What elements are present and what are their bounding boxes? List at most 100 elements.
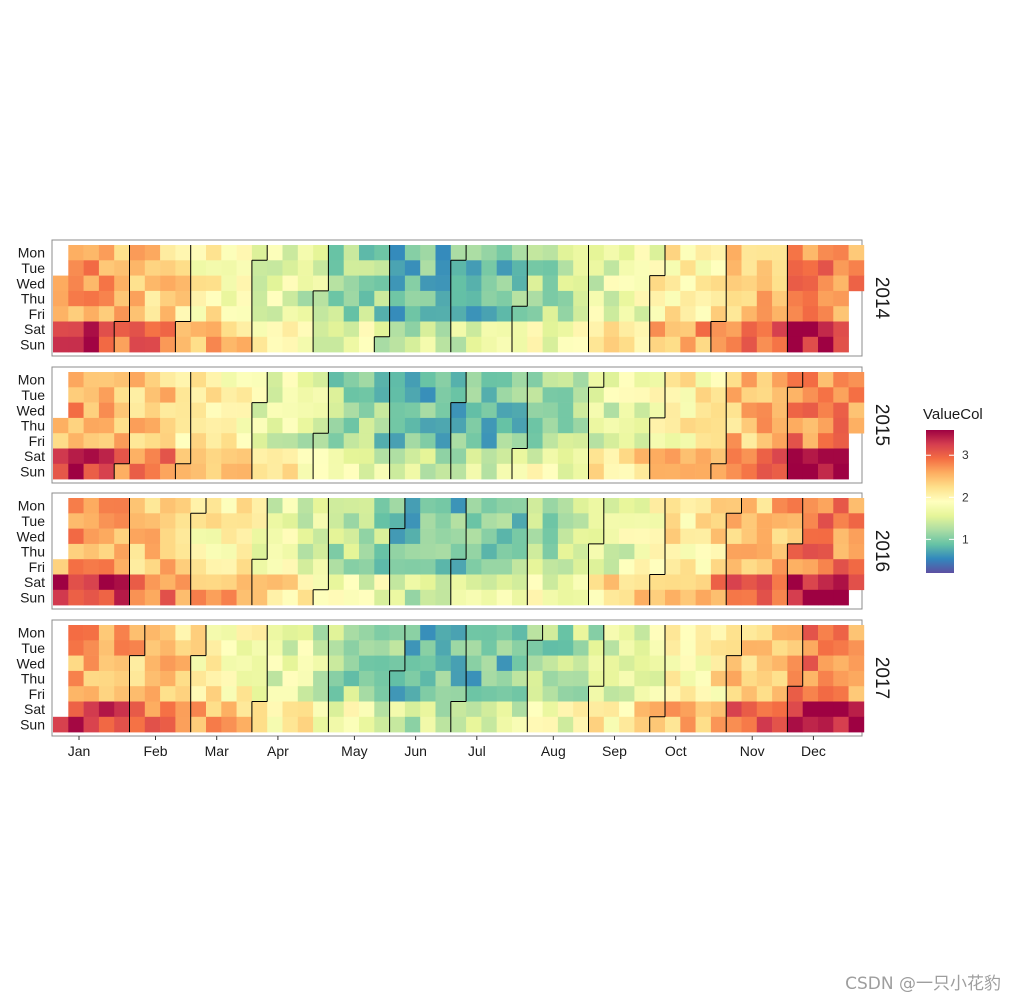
day-cell xyxy=(175,543,191,560)
day-cell xyxy=(221,589,237,606)
day-cell xyxy=(98,387,115,403)
day-cell xyxy=(236,245,253,261)
day-cell xyxy=(297,336,314,353)
day-cell xyxy=(160,321,176,338)
day-cell xyxy=(466,321,482,338)
day-cell xyxy=(328,625,344,641)
day-cell xyxy=(313,574,329,591)
day-cell xyxy=(190,513,207,529)
day-cell xyxy=(359,559,375,575)
day-cell xyxy=(527,336,543,353)
day-cell xyxy=(557,433,574,449)
day-cell xyxy=(374,686,390,702)
day-cell xyxy=(588,433,605,449)
day-cell xyxy=(680,686,696,702)
day-cell xyxy=(175,275,191,292)
day-cell xyxy=(833,387,849,403)
day-cell xyxy=(619,260,635,276)
day-cell xyxy=(818,463,834,480)
day-cell xyxy=(848,275,865,292)
day-cell xyxy=(144,513,161,529)
day-cell xyxy=(420,589,436,606)
day-cell xyxy=(512,640,528,656)
day-cell xyxy=(680,528,696,545)
day-cell xyxy=(374,417,390,434)
day-cell xyxy=(802,701,819,718)
day-cell xyxy=(665,513,681,529)
day-cell xyxy=(160,559,176,575)
day-cell xyxy=(221,670,237,687)
day-cell xyxy=(634,498,650,514)
day-cell xyxy=(282,670,299,687)
day-cell xyxy=(359,387,375,403)
day-cell xyxy=(297,701,314,718)
day-cell xyxy=(98,402,115,419)
day-cell xyxy=(848,640,865,656)
day-cell xyxy=(496,625,513,641)
day-cell xyxy=(328,655,344,672)
weekday-label: Sun xyxy=(20,716,45,732)
day-cell xyxy=(665,260,681,276)
day-cell xyxy=(603,574,620,591)
day-cell xyxy=(512,716,528,733)
day-cell xyxy=(818,686,834,702)
month-label: Aug xyxy=(541,743,566,759)
day-cell xyxy=(557,701,574,718)
day-cell xyxy=(206,336,222,353)
day-cell xyxy=(206,275,222,292)
day-cell xyxy=(221,701,237,718)
day-cell xyxy=(83,290,100,307)
day-cell xyxy=(359,306,375,322)
day-cell xyxy=(603,417,620,434)
day-cell xyxy=(772,498,788,514)
day-cell xyxy=(83,321,100,338)
day-cell xyxy=(787,290,803,307)
day-cell xyxy=(160,625,176,641)
day-cell xyxy=(573,433,589,449)
day-cell xyxy=(818,701,834,718)
day-cell xyxy=(649,387,666,403)
day-cell xyxy=(787,513,803,529)
day-cell xyxy=(251,686,268,702)
day-cell xyxy=(114,513,130,529)
day-cell xyxy=(129,670,146,687)
day-cell xyxy=(328,260,344,276)
day-cell xyxy=(833,260,849,276)
day-cell xyxy=(542,417,559,434)
day-cell xyxy=(435,701,452,718)
day-cell xyxy=(695,543,712,560)
day-cell xyxy=(359,625,375,641)
day-cell xyxy=(481,372,497,388)
day-cell xyxy=(634,686,650,702)
day-cell xyxy=(695,433,712,449)
day-cell xyxy=(420,716,436,733)
day-cell xyxy=(802,321,819,338)
day-cell xyxy=(542,543,559,560)
day-cell xyxy=(389,290,406,307)
day-cell xyxy=(343,336,360,353)
day-cell xyxy=(114,528,130,545)
day-cell xyxy=(343,372,360,388)
day-cell xyxy=(404,513,421,529)
day-cell xyxy=(726,290,742,307)
day-cell xyxy=(68,686,84,702)
day-cell xyxy=(603,625,620,641)
legend-title: ValueCol xyxy=(923,406,983,423)
day-cell xyxy=(634,625,650,641)
day-cell xyxy=(98,670,115,687)
day-cell xyxy=(267,513,283,529)
day-cell xyxy=(114,701,130,718)
day-cell xyxy=(221,655,237,672)
day-cell xyxy=(129,321,146,338)
day-cell xyxy=(313,275,329,292)
day-cell xyxy=(114,574,130,591)
day-cell xyxy=(787,402,803,419)
day-cell xyxy=(557,417,574,434)
day-cell xyxy=(313,640,329,656)
day-cell xyxy=(236,655,253,672)
day-cell xyxy=(741,433,758,449)
day-cell xyxy=(359,701,375,718)
day-cell xyxy=(680,245,696,261)
day-cell xyxy=(374,290,390,307)
day-cell xyxy=(665,433,681,449)
